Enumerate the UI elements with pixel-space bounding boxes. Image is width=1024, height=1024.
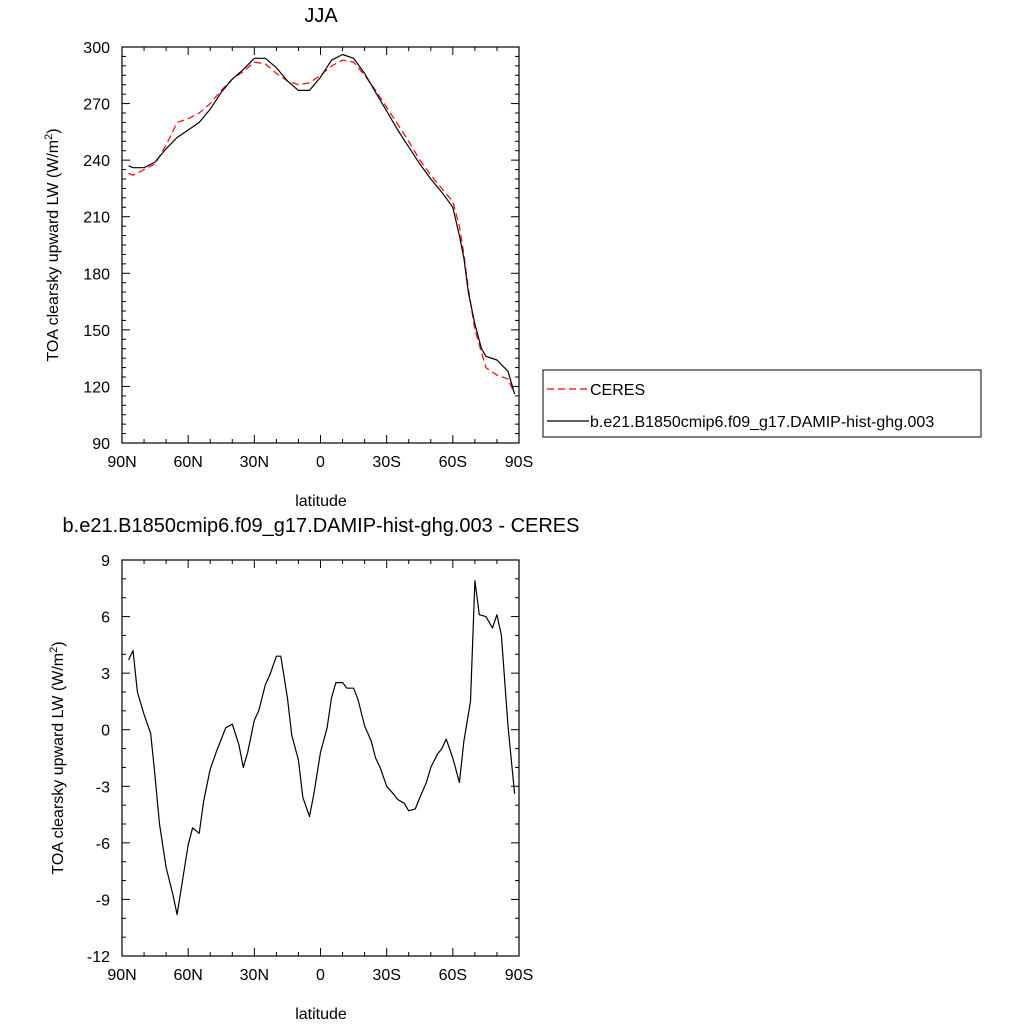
x-tick-label: 30S — [372, 967, 400, 984]
legend-label-ceres: CERES — [590, 382, 645, 399]
legend-box — [542, 369, 982, 438]
x-tick-label: 90S — [505, 967, 533, 984]
y-tick-label: 0 — [101, 723, 110, 740]
y-tick-label: 300 — [83, 40, 110, 57]
legend: CERES b.e21.B1850cmip6.f09_g17.DAMIP-his… — [542, 369, 982, 438]
y-tick-label: -9 — [96, 892, 110, 909]
tick-marks — [121, 559, 520, 957]
y-tick-label: -3 — [96, 779, 110, 796]
y-tick-label: 120 — [83, 379, 110, 396]
plot-area — [121, 559, 520, 957]
y-tick-label: -12 — [87, 949, 110, 966]
x-tick-labels: 90N 60N 30N 0 30S 60S 90S — [107, 967, 533, 984]
series-group — [128, 580, 516, 916]
y-tick-label: -6 — [96, 836, 110, 853]
y-axis-label: TOA clearsky upward LW (W/m2) — [43, 128, 62, 361]
x-tick-label: 30N — [240, 967, 269, 984]
x-axis-label: latitude — [295, 1006, 347, 1023]
chart-title: JJA — [304, 5, 338, 27]
tick-marks — [121, 46, 520, 444]
y-tick-labels: 90 120 150 180 210 240 270 300 — [83, 40, 110, 453]
plot-frame — [121, 559, 520, 957]
series-line-2 — [128, 53, 516, 395]
x-tick-label: 0 — [316, 967, 325, 984]
y-tick-labels: -12 -9 -6 -3 0 3 6 9 — [87, 553, 110, 966]
x-tick-label: 90N — [107, 967, 136, 984]
x-tick-label: 30S — [372, 454, 400, 471]
x-tick-label: 60S — [439, 454, 467, 471]
plot-area — [121, 46, 520, 444]
bottom-chart: b.e21.B1850cmip6.f09_g17.DAMIP-hist-ghg.… — [48, 515, 579, 1023]
y-tick-label: 240 — [83, 153, 110, 170]
x-tick-labels: 90N 60N 30N 0 30S 60S 90S — [107, 454, 533, 471]
x-tick-label: 60S — [439, 967, 467, 984]
x-tick-label: 90N — [107, 454, 136, 471]
y-tick-label: 210 — [83, 210, 110, 227]
series-line-1 — [128, 59, 516, 395]
x-axis-label: latitude — [295, 493, 347, 510]
x-tick-label: 60N — [173, 454, 202, 471]
series-group — [128, 53, 516, 395]
y-tick-label: 150 — [83, 323, 110, 340]
y-tick-label: 180 — [83, 266, 110, 283]
y-tick-label: 9 — [101, 553, 110, 570]
y-tick-label: 3 — [101, 666, 110, 683]
y-tick-label: 270 — [83, 97, 110, 114]
legend-label-model: b.e21.B1850cmip6.f09_g17.DAMIP-hist-ghg.… — [590, 414, 934, 431]
x-tick-label: 60N — [173, 967, 202, 984]
plot-frame — [121, 46, 520, 444]
y-tick-label: 6 — [101, 610, 110, 627]
y-axis-label: TOA clearsky upward LW (W/m2) — [48, 641, 67, 874]
top-chart: JJA 90N 60N 30N 0 30S 60S 90S 90 120 150 180 210 24… — [43, 5, 982, 510]
x-tick-label: 90S — [505, 454, 533, 471]
y-tick-label: 90 — [92, 436, 110, 453]
x-tick-label: 30N — [240, 454, 269, 471]
x-tick-label: 0 — [316, 454, 325, 471]
chart-title: b.e21.B1850cmip6.f09_g17.DAMIP-hist-ghg.… — [63, 515, 580, 537]
series-line-1 — [128, 580, 516, 916]
